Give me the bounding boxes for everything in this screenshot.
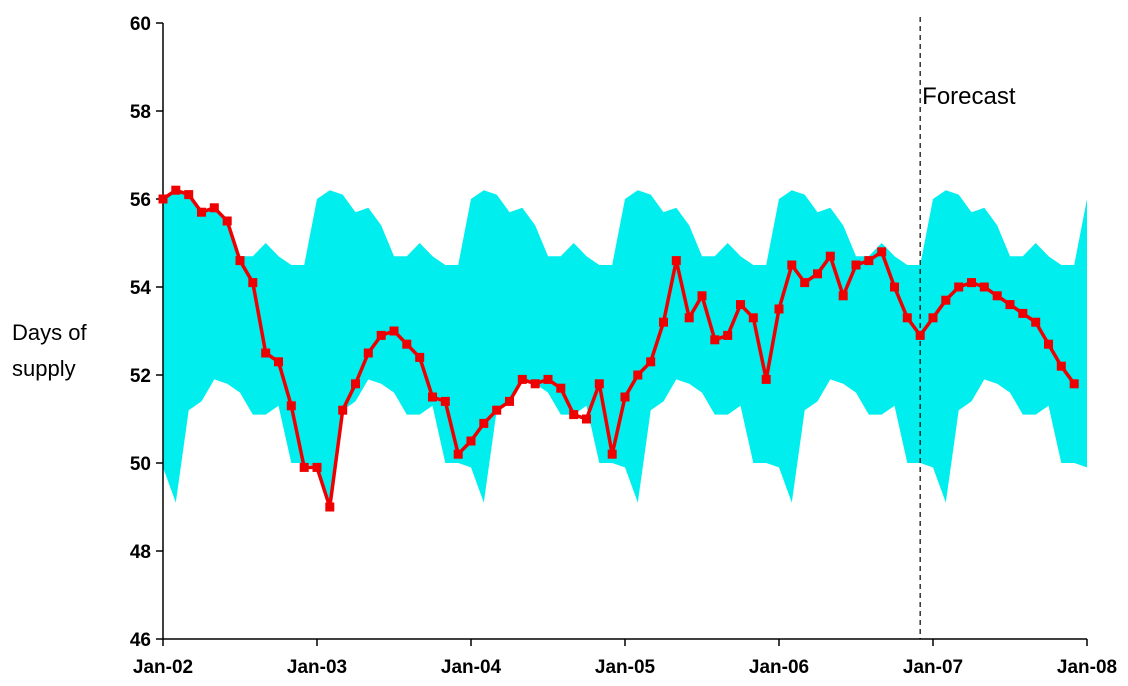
series-point [171, 185, 181, 195]
x-tick-label: Jan-07 [903, 657, 963, 678]
x-tick-label: Jan-03 [287, 657, 347, 678]
x-tick-label: Jan-05 [595, 657, 656, 678]
series-point [453, 449, 463, 459]
series-point [312, 462, 322, 472]
series-point [979, 282, 989, 292]
series-point [569, 410, 579, 420]
series-point [928, 313, 938, 323]
series-point [1005, 300, 1015, 310]
series-point [325, 502, 335, 512]
series-point [222, 216, 232, 226]
series-point [209, 203, 219, 213]
series-point [466, 436, 476, 446]
series-point [389, 326, 399, 336]
series-point [248, 278, 258, 288]
series-point [774, 304, 784, 314]
x-tick-label: Jan-06 [749, 657, 809, 678]
series-point [274, 357, 283, 367]
series-point [620, 392, 630, 402]
y-tick-label: 52 [130, 366, 151, 387]
series-point [376, 330, 386, 340]
series-point [710, 335, 720, 345]
series-point [402, 339, 412, 349]
series-point [543, 374, 553, 384]
forecast-annotation: Forecast [922, 83, 1016, 110]
y-tick-label: 54 [130, 278, 152, 299]
series-point [813, 269, 822, 279]
series-point [505, 396, 514, 406]
series-point [915, 330, 925, 340]
series-point [633, 370, 643, 380]
series-point [659, 317, 668, 327]
series-point [748, 313, 758, 323]
series-point [440, 396, 450, 406]
series-point [992, 291, 1002, 301]
series-point [800, 278, 810, 288]
series-point [261, 348, 271, 358]
series-point [517, 374, 527, 384]
y-axis-title-line-1: Days of [12, 320, 87, 345]
series-point [235, 256, 245, 266]
series-point [607, 449, 617, 459]
series-point [492, 405, 502, 415]
series-point [158, 194, 168, 204]
x-tick-label: Jan-04 [441, 657, 502, 678]
y-tick-label: 60 [130, 14, 151, 35]
series-point [671, 256, 681, 266]
series-point [197, 207, 206, 217]
series-point [1018, 308, 1028, 318]
series-point [851, 260, 861, 270]
series-point [1031, 317, 1041, 327]
y-tick-label: 46 [130, 630, 151, 651]
x-tick-label: Jan-08 [1057, 657, 1117, 678]
series-point [338, 405, 348, 415]
series-point [1056, 361, 1066, 371]
series-point [363, 348, 373, 358]
series-point [286, 401, 296, 411]
series-point [530, 379, 540, 389]
series-point [556, 383, 566, 393]
series-point [1069, 379, 1079, 389]
y-ticks: 46 48 50 52 54 56 58 60 [130, 14, 163, 651]
series-point [415, 352, 425, 362]
series-point [877, 247, 887, 257]
series-point [838, 291, 848, 301]
y-tick-label: 50 [130, 454, 151, 475]
series-point [736, 300, 745, 310]
series-point [787, 260, 797, 270]
series-point [184, 190, 194, 200]
y-tick-label: 58 [130, 102, 151, 123]
y-axis-title-line-2: supply [12, 356, 76, 381]
series-point [351, 379, 360, 389]
x-tick-label: Jan-02 [133, 657, 193, 678]
series-point [299, 462, 309, 472]
series-days-of-supply [158, 185, 1079, 512]
series-point [761, 374, 771, 384]
series-point [941, 295, 951, 305]
series-point [723, 330, 733, 340]
series-point [428, 392, 437, 402]
y-tick-label: 48 [130, 542, 151, 563]
x-ticks: Jan-02 Jan-03 Jan-04 Jan-05 Jan-06 Jan-07 Jan-… [133, 639, 1117, 678]
series-point [1044, 339, 1053, 349]
series-point [967, 278, 976, 288]
y-tick-label: 56 [130, 190, 151, 211]
series-point [594, 379, 604, 389]
series-point [825, 251, 835, 261]
series-point [479, 418, 489, 428]
series-point [582, 414, 591, 424]
y-axis-title: Days of supply [12, 320, 93, 381]
series-point [864, 256, 874, 266]
series-point [697, 291, 707, 301]
series-point [684, 313, 694, 323]
series-point [646, 357, 656, 367]
series-point [954, 282, 964, 292]
series-point [890, 282, 899, 292]
series-point [902, 313, 912, 323]
